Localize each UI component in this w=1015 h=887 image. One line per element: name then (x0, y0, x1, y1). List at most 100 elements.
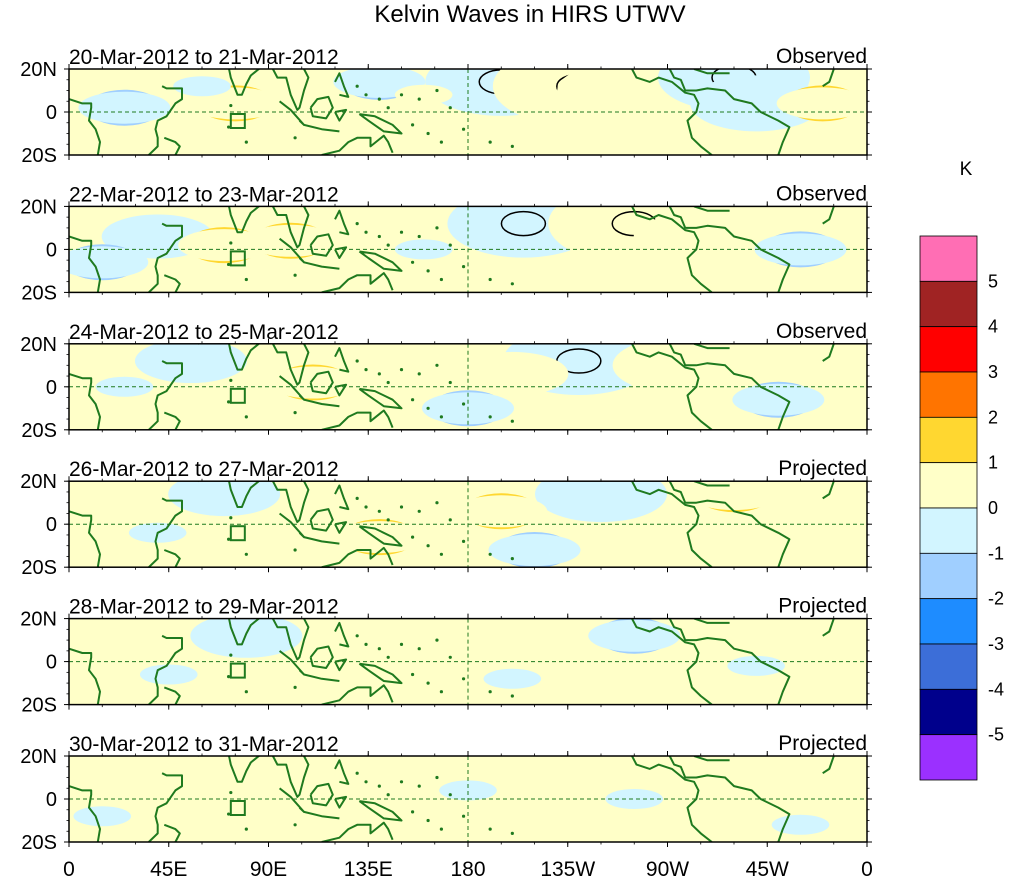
contour-level (261, 106, 320, 127)
anomaly-blob (139, 767, 198, 788)
coastline (334, 621, 350, 648)
anomaly-field (95, 343, 825, 427)
island-dot (227, 262, 231, 267)
colorbar-swatch (919, 371, 978, 418)
y-tick-label: 0 (46, 239, 57, 261)
coastline (334, 72, 350, 98)
colorbar-level-label: 3 (988, 362, 998, 382)
coastline (272, 618, 310, 661)
island-dot (386, 106, 390, 110)
island-dot (410, 810, 415, 814)
anomaly-blob (306, 793, 364, 814)
island-dot (386, 655, 390, 659)
contour-level (535, 481, 667, 523)
island-dot (417, 647, 421, 651)
panel-date-range: 20-Mar-2012 to 21-Mar-2012 (69, 46, 339, 69)
coastlines (69, 69, 835, 155)
island-dot (293, 136, 297, 140)
contour-level (776, 87, 867, 120)
anomaly-blob (633, 214, 746, 259)
island-dot (410, 260, 415, 264)
island-dot (448, 518, 452, 522)
coastline (272, 69, 310, 111)
coastline (631, 343, 713, 430)
contour-level (134, 343, 247, 383)
coastline (272, 343, 310, 386)
island-dot (417, 372, 421, 376)
island-dot (426, 681, 430, 685)
colorbar-level-label: -4 (988, 679, 1004, 699)
island-dot (399, 642, 404, 646)
contour-level (557, 69, 690, 119)
island-dot (377, 97, 381, 101)
x-tick-label: 45W (746, 858, 789, 881)
coastline (163, 274, 181, 293)
coastline (278, 375, 305, 401)
island-dot (410, 535, 415, 539)
contour-level (483, 668, 542, 689)
coastline (822, 206, 835, 225)
coastline (163, 823, 181, 842)
island-dot (227, 537, 231, 541)
coastline (334, 521, 348, 534)
contour-level (633, 214, 746, 259)
coastline (358, 662, 403, 685)
anomaly-blob (771, 814, 830, 835)
y-tick-label: 20S (21, 832, 57, 854)
anomaly-blob (771, 518, 830, 539)
island-dot (410, 398, 415, 402)
island-dot (488, 552, 492, 556)
panel-2: 20N 0 20S 22-Mar-2012 to 23-Mar-2012 Observe… (20, 182, 872, 304)
island-dot (488, 415, 492, 419)
island-dot (435, 88, 439, 93)
island-dot (229, 516, 233, 520)
coastlines (69, 618, 835, 705)
anomaly-blob (688, 481, 780, 513)
island-dot (488, 827, 492, 831)
colorbar-level-label: 2 (988, 407, 998, 427)
island-dot (355, 771, 359, 775)
island-dot (377, 372, 381, 376)
coastline (163, 686, 181, 705)
coastline (197, 756, 261, 783)
island-dot (244, 690, 248, 694)
y-tick-label: 0 (46, 377, 57, 399)
y-tick-label: 0 (46, 514, 57, 536)
contour-level (394, 239, 453, 260)
coastline (303, 673, 340, 682)
coastline (197, 481, 261, 509)
coastline (668, 756, 791, 842)
island-dot (355, 496, 359, 500)
panel-date-range: 24-Mar-2012 to 25-Mar-2012 (69, 321, 339, 344)
contour-level (139, 664, 198, 685)
contour-level (333, 521, 426, 554)
coastline (668, 69, 791, 155)
coastline (197, 69, 261, 96)
coastline (631, 206, 713, 293)
panel-date-range: 28-Mar-2012 to 29-Mar-2012 (69, 596, 339, 619)
coastline (668, 343, 791, 430)
coastline (631, 618, 713, 705)
coastline (693, 756, 730, 762)
island-dot (229, 790, 233, 795)
anomaly-blob (455, 493, 548, 530)
island-dot (293, 273, 297, 277)
panel-status: Observed (776, 320, 867, 343)
island-dot (355, 359, 359, 363)
panel-status: Projected (778, 595, 867, 618)
coastline (334, 347, 350, 373)
island-dot (410, 123, 415, 127)
anomaly-blob (535, 481, 667, 523)
x-axis: 0 45E 90E 135E 180 135W 90W 45W 0 (63, 858, 873, 881)
island-dot (417, 784, 421, 788)
coastline (163, 136, 181, 155)
colorbar-unit-label: K (960, 159, 973, 180)
contour-level (73, 806, 132, 827)
island-dot (399, 505, 404, 509)
anomaly-blob (95, 376, 154, 397)
contour-level (771, 518, 830, 539)
coastline (358, 800, 403, 822)
contour-level (139, 767, 198, 788)
y-tick-label: 20N (20, 59, 57, 81)
